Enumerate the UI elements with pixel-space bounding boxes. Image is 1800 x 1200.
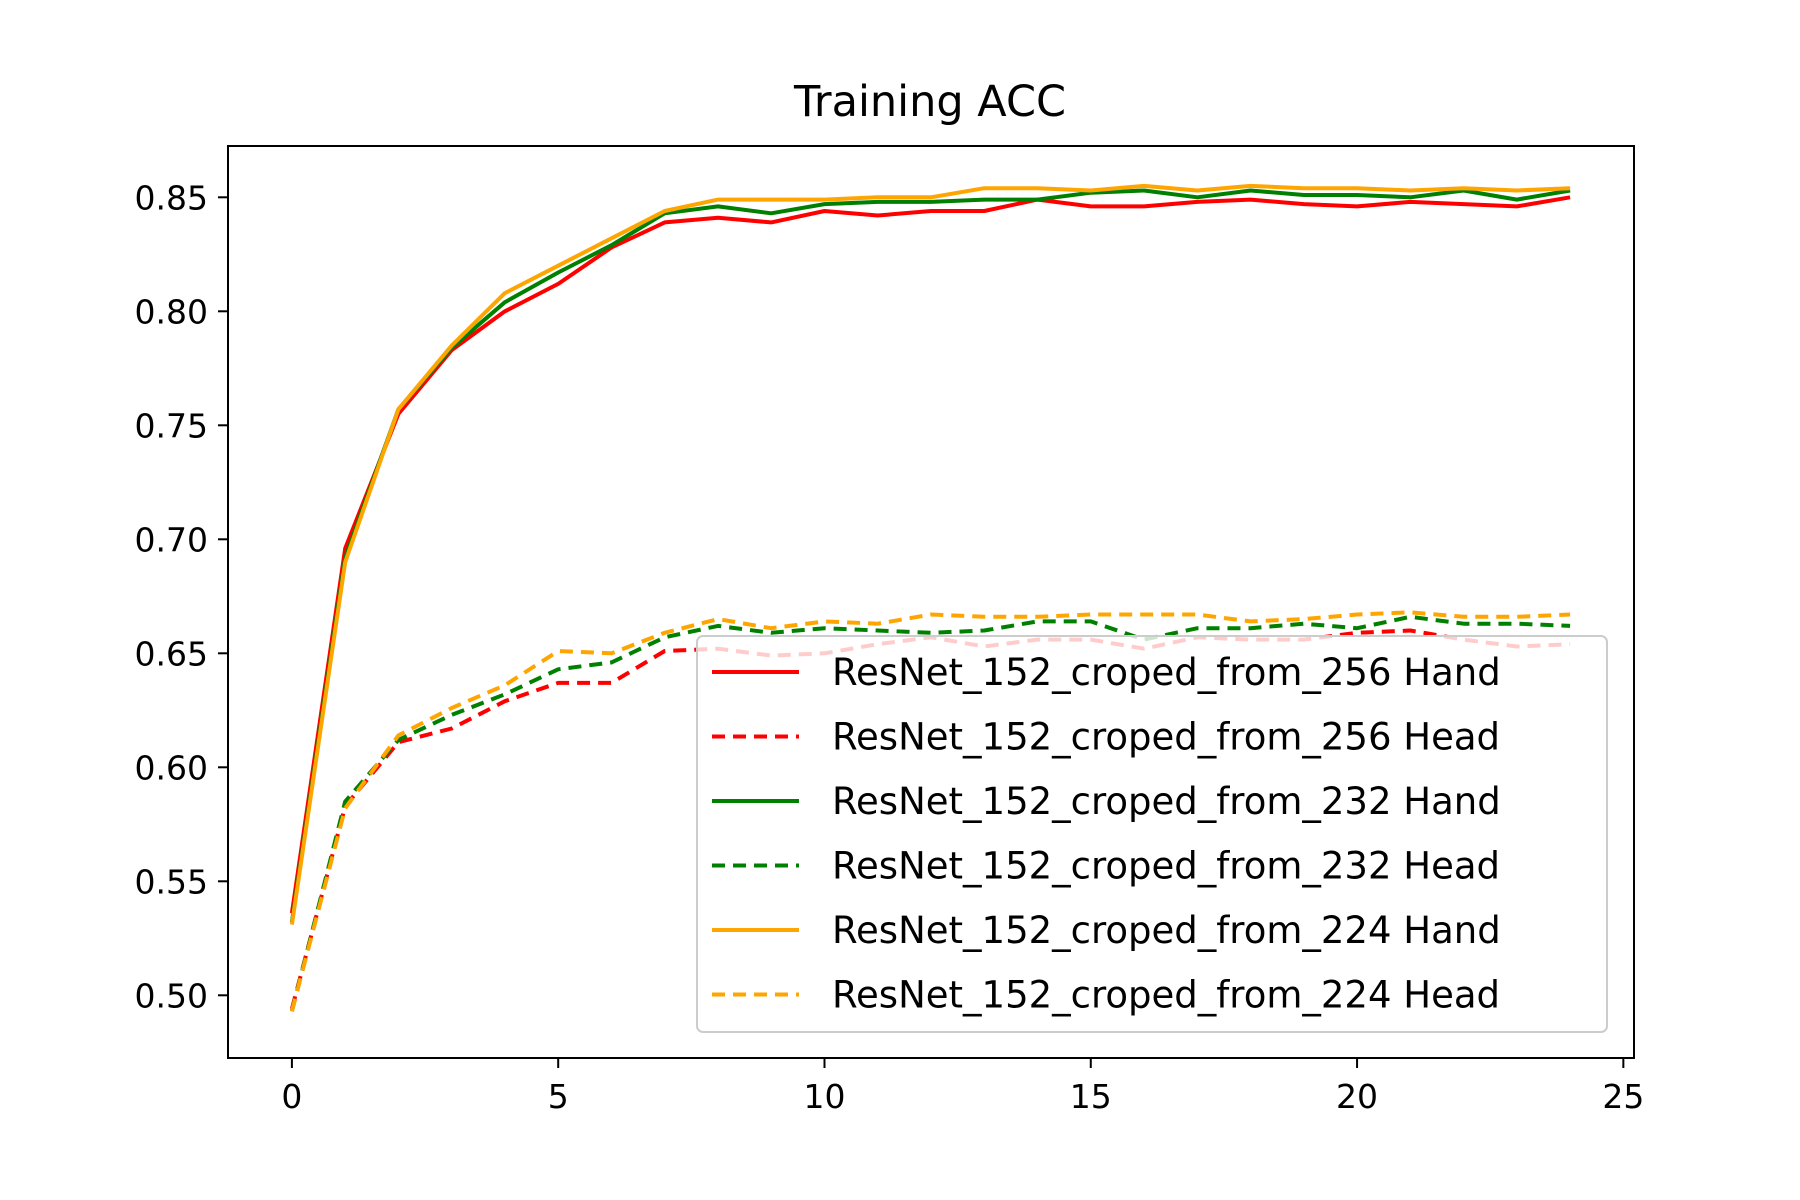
legend-label-5: ResNet_152_croped_from_224 Hand bbox=[832, 909, 1501, 952]
y-tick-label: 0.60 bbox=[135, 748, 208, 787]
plot-frame bbox=[227, 145, 1635, 1059]
y-tick-label: 0.65 bbox=[135, 634, 208, 673]
x-tick-label: 25 bbox=[1602, 1077, 1644, 1116]
series-line-4 bbox=[289, 614, 1571, 1012]
legend: ResNet_152_croped_from_256 Hand ResNet_15… bbox=[696, 635, 1608, 1033]
y-axis: 0.50 0.55 0.60 0.65 0.70 0.75 0.80 0.85 bbox=[135, 178, 228, 1015]
y-tick-label: 0.55 bbox=[135, 862, 208, 901]
legend-label-2: ResNet_152_croped_from_256 Head bbox=[832, 716, 1500, 759]
legend-label-1: ResNet_152_croped_from_256 Hand bbox=[832, 651, 1501, 694]
x-tick-label: 5 bbox=[548, 1077, 569, 1116]
series-line-6 bbox=[289, 610, 1571, 1012]
x-tick-label: 20 bbox=[1336, 1077, 1378, 1116]
y-tick-label: 0.80 bbox=[135, 292, 208, 331]
series-line-1 bbox=[289, 195, 1571, 914]
y-tick-label: 0.85 bbox=[135, 178, 208, 217]
legend-box bbox=[696, 635, 1608, 1033]
x-tick-label: 0 bbox=[281, 1077, 302, 1116]
legend-label-6: ResNet_152_croped_from_224 Head bbox=[832, 974, 1500, 1017]
x-axis: 0 5 10 15 20 25 bbox=[281, 1058, 1644, 1116]
series-line-3 bbox=[289, 188, 1571, 923]
legend-label-3: ResNet_152_croped_from_232 Hand bbox=[832, 780, 1501, 823]
legend-label-4: ResNet_152_croped_from_232 Head bbox=[832, 845, 1500, 888]
series-line-5 bbox=[289, 183, 1571, 925]
x-tick-label: 15 bbox=[1070, 1077, 1112, 1116]
y-tick-label: 0.50 bbox=[135, 976, 208, 1015]
y-tick-label: 0.70 bbox=[135, 520, 208, 559]
chart-title: Training ACC bbox=[793, 77, 1066, 127]
y-tick-label: 0.75 bbox=[135, 406, 208, 445]
x-tick-label: 10 bbox=[803, 1077, 845, 1116]
